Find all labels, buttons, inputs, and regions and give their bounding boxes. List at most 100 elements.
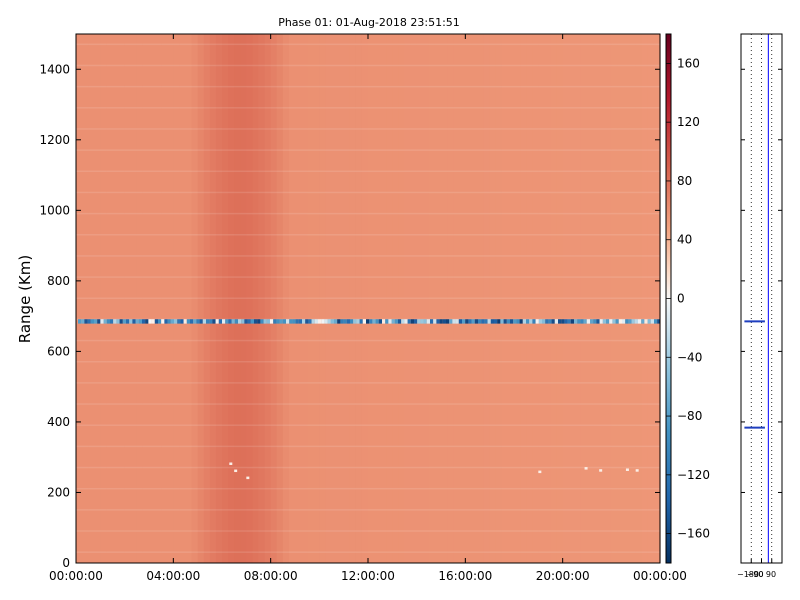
band-cell [401,319,405,324]
heatmap-column [410,34,418,563]
heatmap-column [240,34,247,563]
y-tick-label: 1400 [39,62,70,76]
band-cell [650,319,654,324]
band-cell [337,319,341,324]
band-cell [641,319,645,324]
band-cell [215,319,219,324]
heatmap-x-ticks: 00:00:00 04:00:00 08:00:00 12:00:00 16:00:00… [49,34,687,583]
range-stripe [76,149,660,151]
heatmap-column [501,34,509,563]
heatmap-column [149,34,156,563]
heatmap-column [641,34,649,563]
heatmap-column [179,34,187,563]
noise-pixel [584,467,588,470]
phase-heatmap [76,34,661,563]
band-cell [410,319,414,324]
band-cell [500,319,504,324]
band-cell [154,319,158,324]
band-cell [382,319,386,324]
heatmap-column [349,34,357,563]
range-stripe [76,466,660,469]
band-cell [580,319,584,324]
band-cell [561,319,565,324]
heatmap-column [228,34,235,563]
band-cell [273,319,277,324]
band-cell [276,319,280,324]
band-cell [225,319,229,324]
band-cell [327,319,331,324]
band-cell [353,319,357,324]
band-cell [465,319,469,324]
heatmap-column [520,34,527,563]
band-cell [487,319,491,324]
band-cell [260,319,264,324]
heatmap-column [94,34,101,563]
heatmap-column [118,34,126,563]
noise-pixel [234,469,238,473]
heatmap-column [617,34,625,563]
band-cell [209,319,213,324]
band-cell [170,319,174,324]
heatmap-column [246,34,254,563]
band-cell [532,319,536,324]
band-cell [302,319,306,324]
band-cell [222,319,226,324]
heatmap-column [191,34,199,563]
heatmap-column [209,34,217,563]
noise-pixel [229,462,233,465]
heatmap-column [538,34,546,563]
band-cell [414,319,418,324]
phase-profile-panel: −180−900 90 [737,34,782,579]
band-cell [446,319,450,324]
range-stripe [76,297,660,299]
band-cell [266,319,270,324]
band-cell [356,319,360,324]
heatmap-column [197,34,205,563]
band-cell [567,319,571,324]
heatmap-column [422,34,430,563]
band-cell [634,319,638,324]
y-tick-label: 0 [62,556,70,570]
heatmap-column [112,34,120,563]
band-cell [590,319,594,324]
heatmap-column [124,34,132,563]
band-cell [606,319,610,324]
band-cell [340,319,344,324]
heatmap-column [106,34,114,563]
range-stripe [76,445,660,448]
band-cell [615,319,619,324]
band-cell [116,319,120,324]
band-cell [158,319,162,324]
colorbar-tick-label: −40 [677,350,702,364]
band-cell [324,319,328,324]
band-cell [378,319,382,324]
band-cell [318,319,322,324]
band-cell [430,319,434,324]
band-cell [369,319,373,324]
band-cell [366,319,370,324]
noise-pixel [599,469,603,472]
heatmap-column [587,34,594,563]
range-stripe [76,107,660,109]
range-stripe [76,382,660,384]
y-tick-label: 400 [47,415,70,429]
band-cell [433,319,437,324]
profile-x-tick-label: −180 [737,570,759,579]
heatmap-column [550,34,558,563]
band-cell [247,319,251,324]
heatmap-column [465,34,473,563]
band-cell [455,319,459,324]
range-stripe [76,551,660,553]
band-cell [436,319,440,324]
heatmap-column [544,34,552,563]
band-cell [423,319,427,324]
band-cell [359,319,363,324]
band-cell [362,319,366,324]
band-cell [497,319,501,324]
heatmap-column [611,34,619,563]
band-cell [78,319,82,324]
heatmap-column [130,34,138,563]
band-cell [292,319,296,324]
heatmap-column [392,34,400,563]
heatmap-column [398,34,406,563]
